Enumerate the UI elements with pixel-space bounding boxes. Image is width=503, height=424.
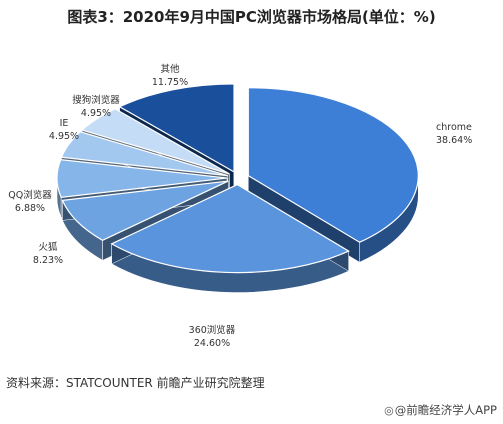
- app-logo-icon: ◎: [384, 404, 394, 417]
- slice-label-5: 搜狗浏览器: [72, 94, 120, 106]
- pie-slice-1: [110, 183, 350, 274]
- slice-value-6: 11.75%: [152, 77, 188, 88]
- slice-label-2: 火狐: [38, 241, 58, 253]
- slice-value-1: 24.60%: [194, 338, 230, 349]
- slice-value-5: 4.95%: [81, 108, 111, 119]
- slice-label-0: chrome: [436, 122, 472, 133]
- credit-text: @前瞻经济学人APP: [394, 403, 497, 417]
- pie-slice-2: [61, 180, 229, 241]
- slice-label-4: IE: [60, 118, 69, 129]
- credit: ◎@前瞻经济学人APP: [384, 402, 497, 418]
- chart-title: 图表3：2020年9月中国PC浏览器市场格局(单位：%): [67, 8, 436, 26]
- slice-value-4: 4.95%: [49, 131, 79, 142]
- pie-slice-3: [56, 159, 228, 199]
- slice-label-3: QQ浏览器: [8, 189, 52, 201]
- pie-slice-4: [60, 131, 228, 177]
- pie-tops: [56, 83, 419, 274]
- pie-slice-6: [118, 83, 235, 173]
- pie-slice-5: [80, 108, 230, 175]
- slice-value-0: 38.64%: [436, 135, 472, 146]
- slice-value-2: 8.23%: [33, 255, 63, 266]
- source-note: 资料来源：STATCOUNTER 前瞻产业研究院整理: [6, 376, 265, 390]
- slice-label-1: 360浏览器: [189, 324, 236, 336]
- slice-label-6: 其他: [160, 63, 180, 75]
- slice-value-3: 6.88%: [15, 203, 45, 214]
- pie-slice-0: [247, 87, 419, 243]
